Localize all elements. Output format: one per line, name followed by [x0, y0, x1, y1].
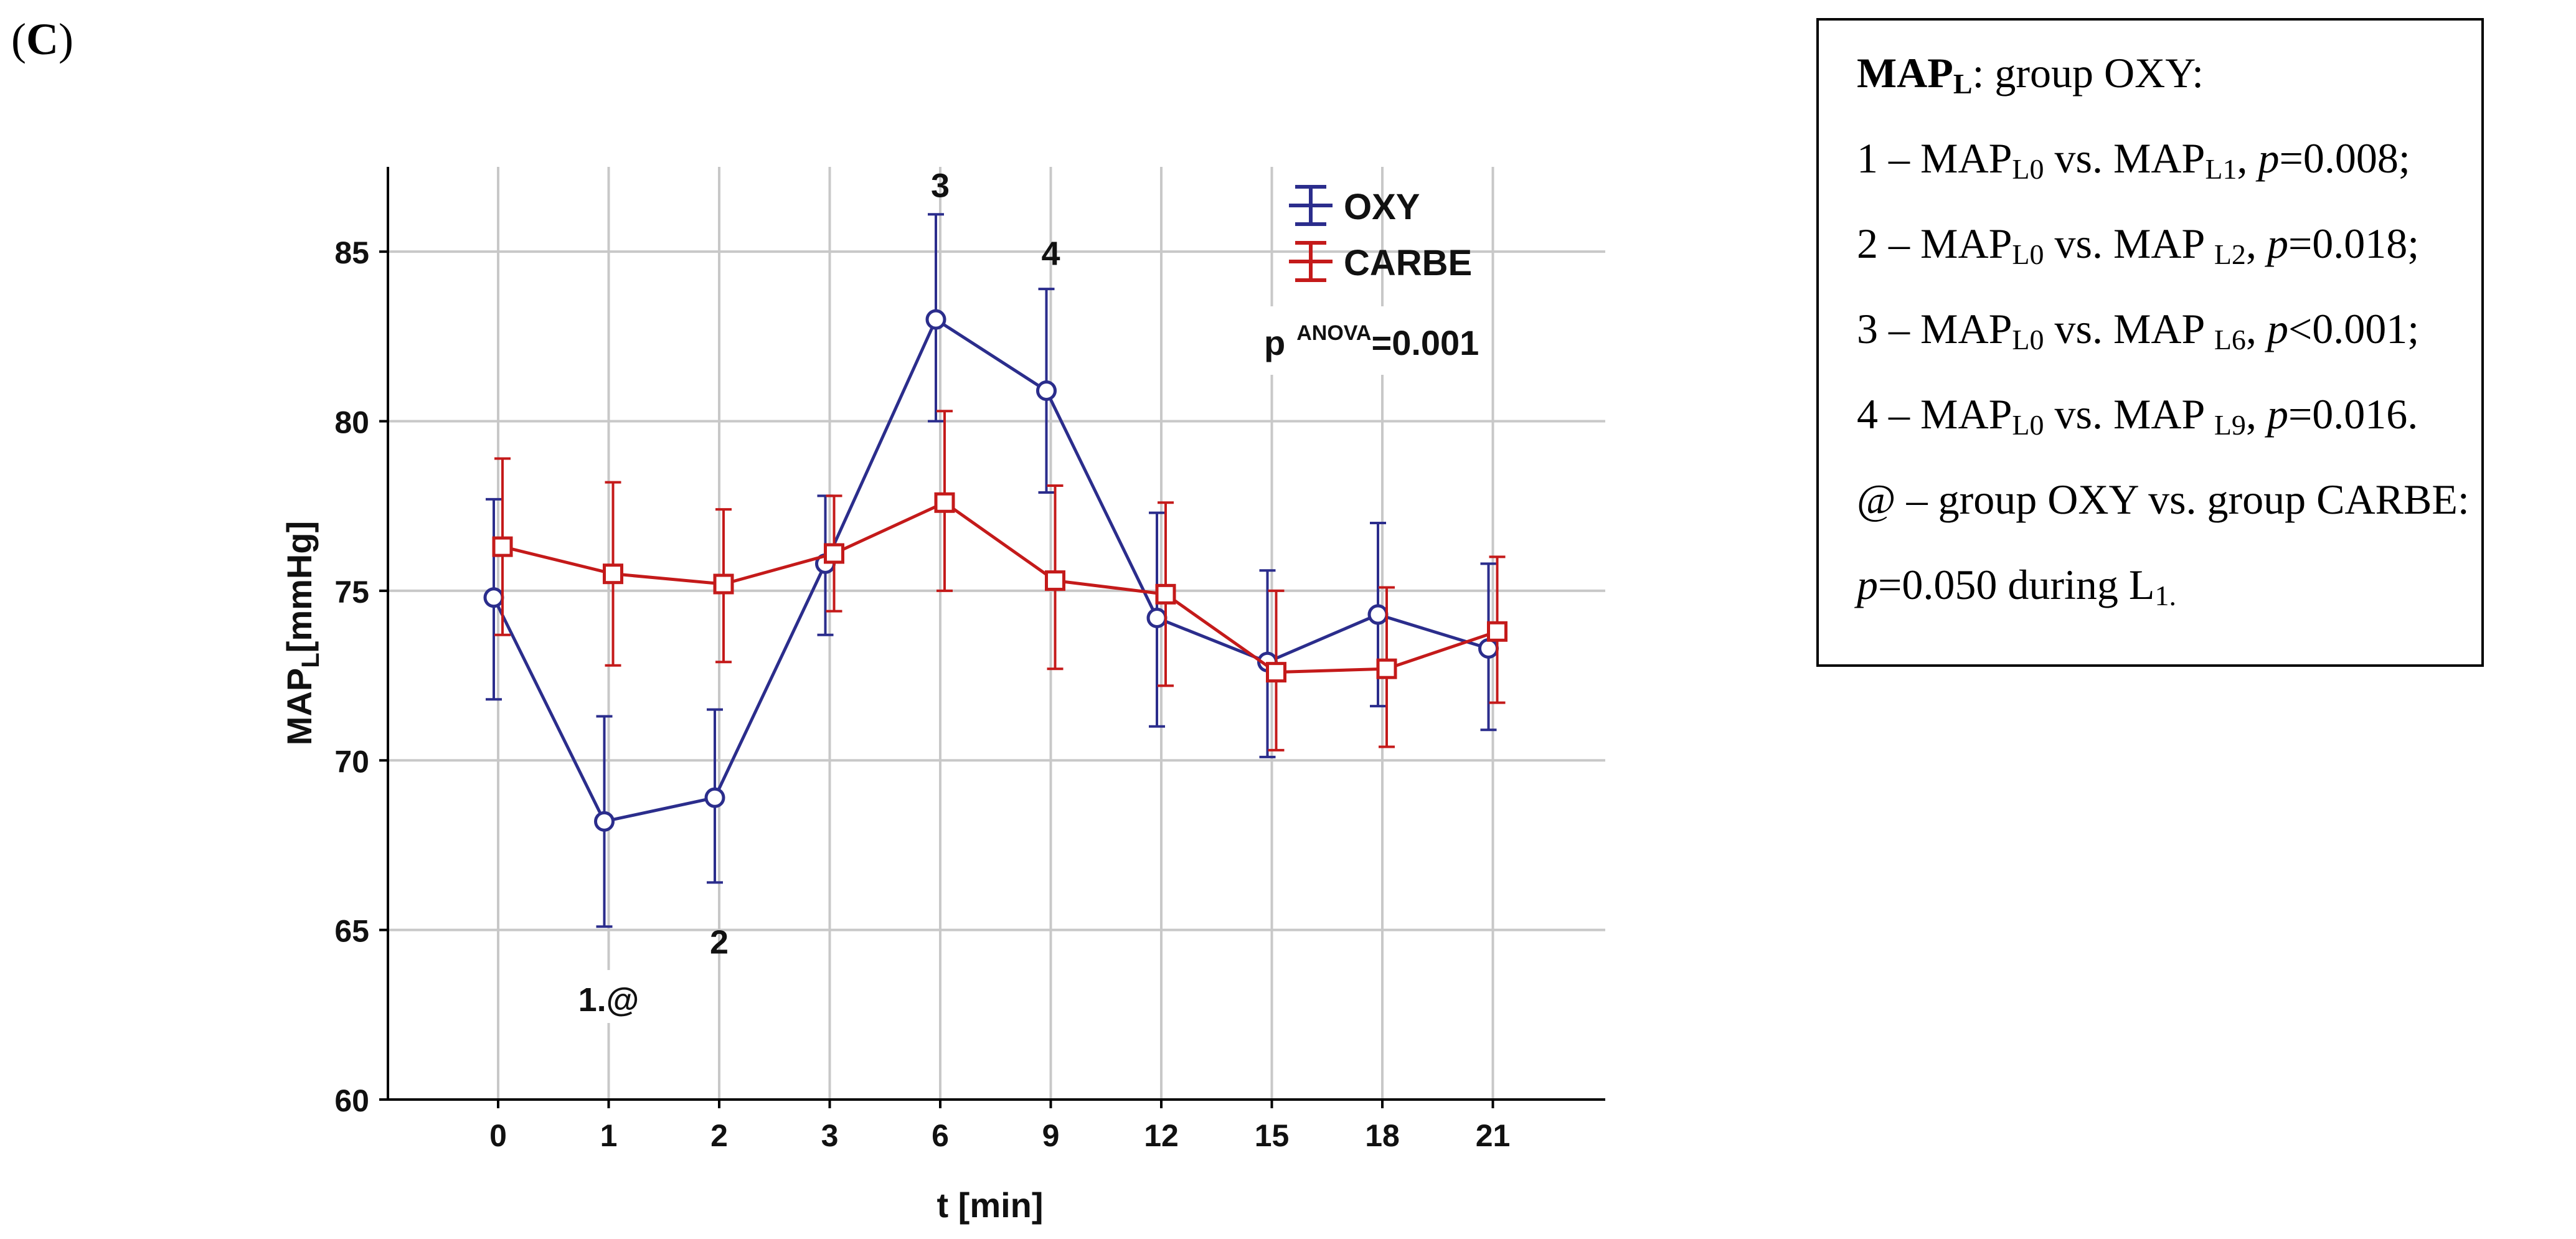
- x-axis-label: t [min]: [937, 1185, 1043, 1225]
- data-point: [1266, 662, 1286, 683]
- legend-label-carbe: CARBE: [1344, 243, 1472, 283]
- y-axis-label: MAPL[mmHg]: [280, 521, 324, 745]
- x-tick-label: 6: [932, 1118, 949, 1153]
- x-tick-label: 21: [1476, 1118, 1511, 1153]
- data-point: [1036, 380, 1057, 402]
- legend-item-carbe: CARBE: [1289, 241, 1472, 283]
- y-tick-label: 70: [334, 744, 369, 779]
- x-tick-label: 18: [1365, 1118, 1400, 1153]
- annotation-label: 1.@: [578, 981, 639, 1019]
- legend-label-oxy: OXY: [1344, 187, 1420, 227]
- series-line: [492, 317, 1489, 824]
- y-tick-label: 75: [334, 575, 369, 610]
- annotation-label: 3: [931, 167, 950, 205]
- stats-line-1: 1 – MAPL0 vs. MAPL1, p=0.008;: [1857, 134, 2410, 185]
- x-tick-label: 12: [1144, 1118, 1179, 1153]
- x-tick-label: 0: [489, 1118, 507, 1153]
- x-tick-label: 15: [1255, 1118, 1290, 1153]
- data-point: [1146, 607, 1168, 628]
- data-point: [492, 536, 513, 557]
- stats-box: MAPL: group OXY: 1 – MAPL0 vs. MAPL1, p=…: [1816, 18, 2484, 667]
- anova-label: p ANOVA=0.001: [1242, 306, 1482, 375]
- grid: [388, 167, 1605, 1100]
- y-tick-label: 85: [334, 235, 369, 270]
- annotation-bg: [555, 970, 662, 1024]
- data-point: [824, 543, 844, 564]
- stats-line-at: @ – group OXY vs. group CARBE:: [1857, 476, 2470, 523]
- x-ticks: 0 1 2 3 6 9 12 15 18 21: [489, 1100, 1510, 1153]
- data-point: [603, 563, 623, 585]
- series-carbe: [492, 410, 1507, 751]
- panel-label: (C): [11, 14, 73, 64]
- data-point: [925, 309, 946, 330]
- x-tick-label: 3: [821, 1118, 839, 1153]
- y-tick-label: 60: [334, 1083, 369, 1118]
- data-point: [483, 587, 504, 608]
- stats-line-last: p=0.050 during L1.: [1857, 561, 2176, 611]
- stats-title: MAPL: group OXY:: [1857, 49, 2204, 100]
- stats-line-4: 4 – MAPL0 vs. MAP L9, p=0.016.: [1857, 390, 2418, 441]
- data-point: [1487, 621, 1507, 642]
- data-point: [934, 492, 955, 513]
- data-point: [1478, 638, 1499, 659]
- data-point: [1367, 604, 1389, 625]
- stats-line-2: 2 – MAPL0 vs. MAP L2, p=0.018;: [1857, 220, 2420, 270]
- y-tick-label: 80: [334, 405, 369, 440]
- stats-line-3: 3 – MAPL0 vs. MAP L6, p<0.001;: [1857, 305, 2420, 356]
- legend-item-oxy: OXY: [1289, 185, 1420, 227]
- data-point: [594, 811, 615, 832]
- data-point: [1045, 570, 1065, 591]
- annotation-label: 2: [710, 923, 729, 961]
- series-layer: [483, 213, 1507, 928]
- y-tick-label: 65: [334, 914, 369, 949]
- y-ticks: 60 65 70 75 80 85: [334, 235, 388, 1118]
- x-tick-label: 9: [1042, 1118, 1060, 1153]
- data-point: [704, 787, 725, 808]
- x-tick-label: 1: [600, 1118, 618, 1153]
- annotation-label: 4: [1041, 235, 1060, 273]
- x-tick-label: 2: [710, 1118, 728, 1153]
- data-point: [1155, 583, 1176, 605]
- legend: OXY CARBE: [1289, 185, 1472, 283]
- series-line: [502, 501, 1498, 674]
- data-point: [713, 573, 734, 595]
- data-point: [1376, 658, 1397, 679]
- annotations: 1.@ 2 3 4: [555, 167, 1060, 1024]
